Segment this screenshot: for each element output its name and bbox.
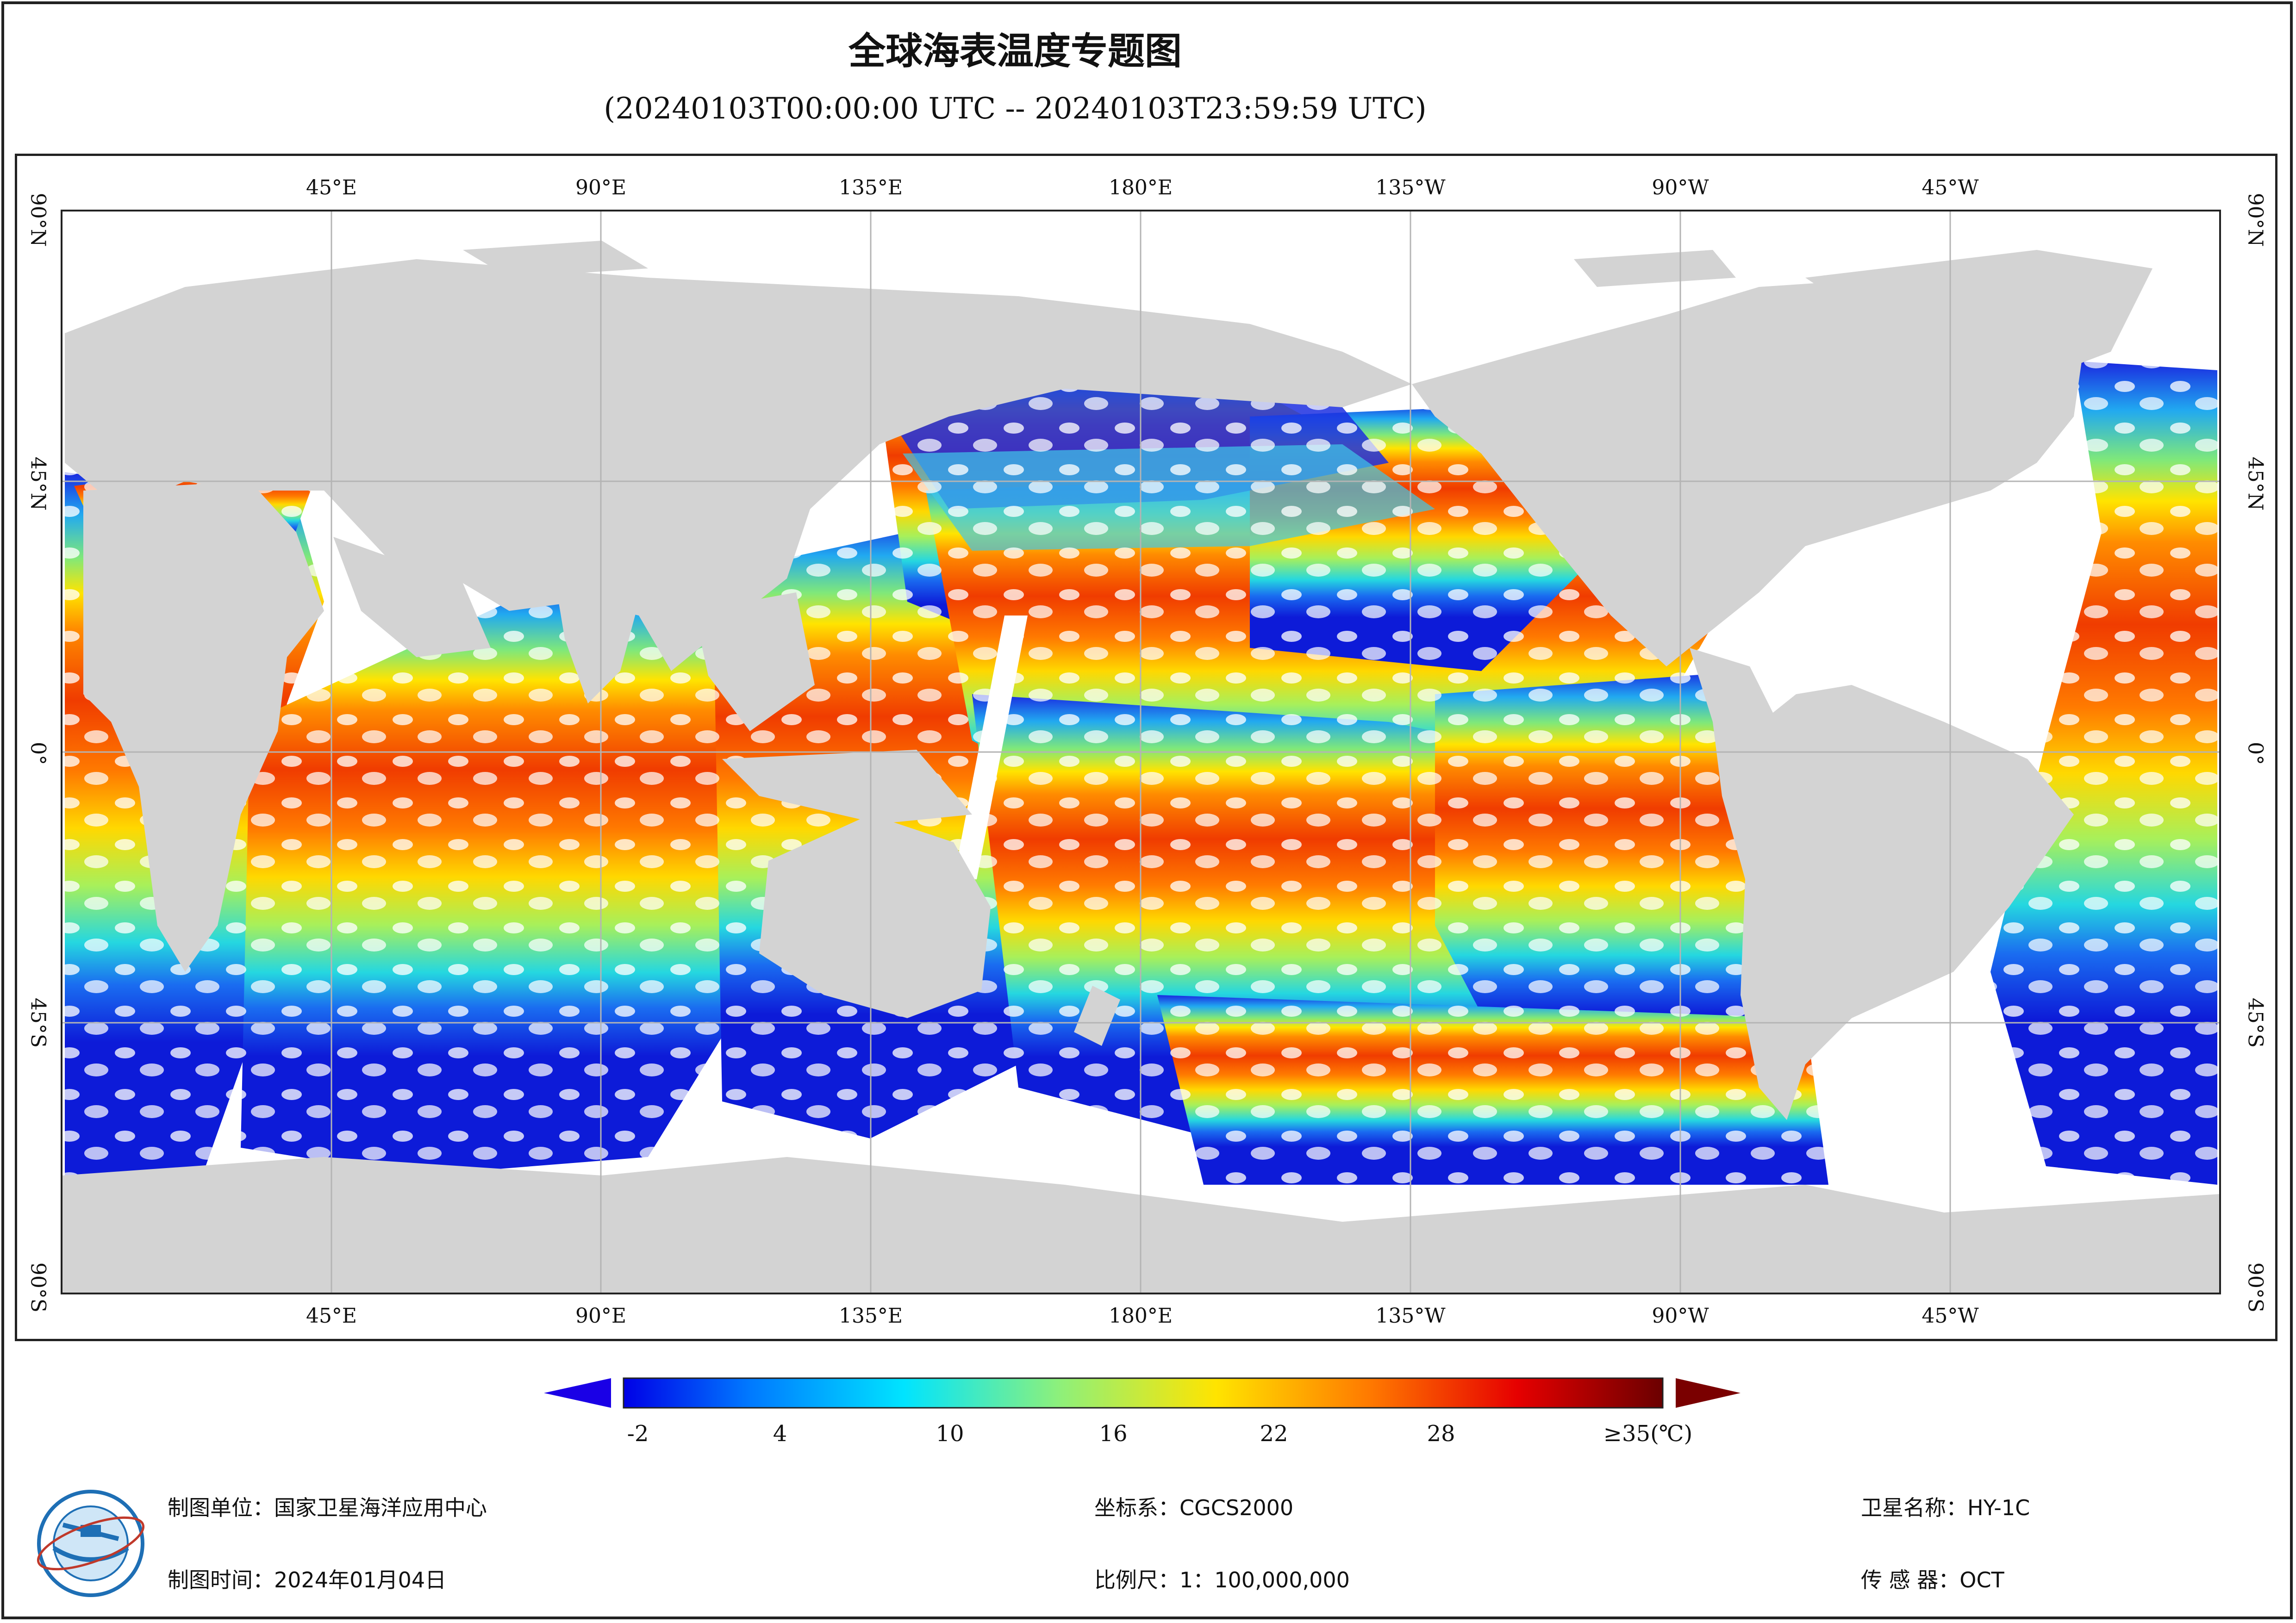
right-tick-label: 0° <box>2243 742 2267 765</box>
colorbar-label: ≥35(℃) <box>1603 1421 1693 1447</box>
top-tick-label: 135°W <box>1375 176 1446 199</box>
top-tick-label: 90°W <box>1652 176 1709 199</box>
map-scale: 比例尺：1：100,000,000 <box>1094 1567 1350 1592</box>
bottom-tick-label: 135°E <box>838 1304 903 1328</box>
left-tick-label: 90°N <box>26 193 50 247</box>
colorbar-label: -2 <box>627 1421 649 1447</box>
bottom-tick-label: 180°E <box>1108 1304 1173 1328</box>
land-india <box>555 583 639 703</box>
colorbar-max-arrow <box>1676 1378 1741 1408</box>
map-subtitle: (20240103T00:00:00 UTC -- 20240103T23:59… <box>604 92 1427 126</box>
right-tick-label: 90°S <box>2243 1262 2267 1313</box>
left-tick-label: 45°S <box>26 997 50 1048</box>
nsoas-logo-icon <box>37 1490 145 1597</box>
top-tick-label: 135°E <box>838 176 903 199</box>
land-arabia <box>333 537 491 657</box>
bottom-tick-label: 45°W <box>1922 1304 1979 1328</box>
bottom-tick-label: 45°E <box>306 1304 357 1328</box>
land-new-zealand <box>1074 986 1120 1046</box>
colorbar-label: 10 <box>936 1421 964 1447</box>
colorbar-gradient <box>623 1377 1664 1409</box>
colorbar-min-arrow <box>544 1378 611 1408</box>
top-tick-label: 180°E <box>1108 176 1173 199</box>
land-greenland <box>1805 250 2152 389</box>
right-tick-label: 45°N <box>2243 456 2267 511</box>
land-eurasia <box>65 259 1412 671</box>
left-tick-label: 0° <box>26 742 50 765</box>
graticule <box>62 211 2220 1293</box>
land-south-america <box>1690 648 2074 1120</box>
colorbar-label: 16 <box>1099 1421 1128 1447</box>
left-tick-label: 45°N <box>26 456 50 511</box>
map-canvas <box>62 211 2220 1293</box>
map-neatline <box>61 210 2221 1294</box>
producer-unit: 制图单位：国家卫星海洋应用中心 <box>168 1495 487 1520</box>
land-africa <box>83 481 324 972</box>
right-tick-label: 45°S <box>2243 997 2267 1048</box>
land-north-america <box>1412 278 2083 666</box>
swath-gap <box>954 616 1028 879</box>
bottom-tick-label: 135°W <box>1375 1304 1446 1328</box>
colorbar-label: 22 <box>1260 1421 1288 1447</box>
left-tick-label: 90°S <box>26 1262 50 1313</box>
bottom-tick-label: 90°E <box>575 1304 627 1328</box>
colorbar-label: 28 <box>1427 1421 1455 1447</box>
top-tick-label: 90°E <box>575 176 627 199</box>
land <box>62 241 2220 1293</box>
satellite-name: 卫星名称：HY-1C <box>1861 1495 2030 1520</box>
map-frame <box>15 154 2277 1341</box>
bottom-tick-label: 90°W <box>1652 1304 1709 1328</box>
top-tick-label: 45°W <box>1922 176 1979 199</box>
coordinate-system: 坐标系：CGCS2000 <box>1094 1495 1294 1520</box>
sensor-name: 传 感 器：OCT <box>1861 1567 2004 1592</box>
top-tick-label: 45°E <box>306 176 357 199</box>
colorbar <box>544 1377 1741 1409</box>
right-tick-label: 90°N <box>2243 193 2267 247</box>
land-australia <box>759 815 991 1018</box>
production-date: 制图时间：2024年01月04日 <box>168 1567 447 1592</box>
map-title: 全球海表温度专题图 <box>849 30 1182 73</box>
colorbar-label: 4 <box>773 1421 787 1447</box>
land-indonesia <box>722 750 972 824</box>
land-indochina <box>694 592 815 731</box>
